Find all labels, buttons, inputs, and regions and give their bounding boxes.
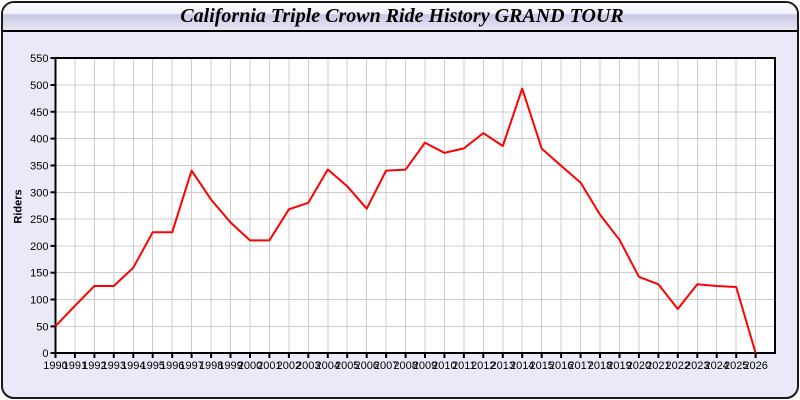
svg-text:1990: 1990	[43, 360, 67, 372]
svg-text:2010: 2010	[432, 360, 456, 372]
svg-text:450: 450	[30, 107, 48, 119]
svg-text:2022: 2022	[666, 360, 690, 372]
svg-text:2002: 2002	[277, 360, 301, 372]
svg-text:1994: 1994	[121, 360, 145, 372]
svg-text:250: 250	[30, 214, 48, 226]
svg-text:1999: 1999	[218, 360, 242, 372]
svg-text:2023: 2023	[685, 360, 709, 372]
svg-text:1998: 1998	[199, 360, 223, 372]
svg-text:2014: 2014	[510, 360, 534, 372]
svg-text:Riders: Riders	[13, 189, 25, 223]
svg-text:400: 400	[30, 134, 48, 146]
svg-text:2013: 2013	[491, 360, 515, 372]
svg-text:2007: 2007	[374, 360, 398, 372]
svg-text:2000: 2000	[238, 360, 262, 372]
svg-text:2026: 2026	[743, 360, 767, 372]
svg-text:2025: 2025	[724, 360, 748, 372]
svg-text:2016: 2016	[549, 360, 573, 372]
svg-text:550: 550	[30, 53, 48, 65]
svg-text:150: 150	[30, 268, 48, 280]
svg-text:2020: 2020	[627, 360, 651, 372]
svg-text:2018: 2018	[588, 360, 612, 372]
svg-text:2015: 2015	[529, 360, 553, 372]
svg-text:500: 500	[30, 80, 48, 92]
svg-text:1995: 1995	[140, 360, 164, 372]
svg-text:1996: 1996	[160, 360, 184, 372]
svg-text:2003: 2003	[296, 360, 320, 372]
svg-text:2012: 2012	[471, 360, 495, 372]
svg-text:2004: 2004	[316, 360, 340, 372]
svg-text:200: 200	[30, 241, 48, 253]
svg-text:50: 50	[36, 321, 48, 333]
svg-text:2008: 2008	[393, 360, 417, 372]
svg-text:2001: 2001	[257, 360, 281, 372]
svg-text:2011: 2011	[452, 360, 476, 372]
svg-text:1997: 1997	[179, 360, 203, 372]
svg-text:2017: 2017	[568, 360, 592, 372]
svg-text:2019: 2019	[607, 360, 631, 372]
svg-text:2024: 2024	[704, 360, 728, 372]
svg-text:2005: 2005	[335, 360, 359, 372]
svg-text:1991: 1991	[63, 360, 87, 372]
svg-text:2021: 2021	[646, 360, 670, 372]
svg-text:2006: 2006	[354, 360, 378, 372]
svg-text:350: 350	[30, 161, 48, 173]
svg-text:0: 0	[42, 348, 48, 360]
svg-text:2009: 2009	[413, 360, 437, 372]
svg-text:100: 100	[30, 295, 48, 307]
svg-text:300: 300	[30, 187, 48, 199]
svg-text:1992: 1992	[82, 360, 106, 372]
svg-text:1993: 1993	[102, 360, 126, 372]
